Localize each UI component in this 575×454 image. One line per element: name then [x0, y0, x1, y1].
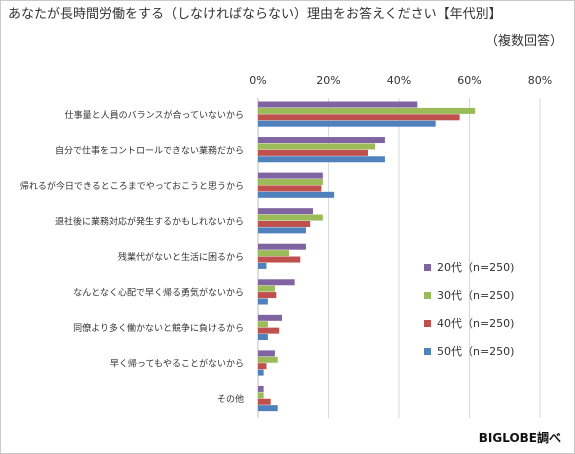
bar — [258, 208, 313, 215]
bar — [258, 101, 418, 108]
bar — [258, 327, 280, 334]
bar — [258, 314, 282, 321]
bar — [258, 292, 277, 299]
legend-swatch — [424, 264, 431, 271]
legend-label: 30代（n=250) — [437, 289, 514, 302]
bar — [258, 179, 323, 186]
category-label: その他 — [217, 393, 244, 405]
legend-swatch — [424, 292, 431, 299]
bar — [258, 334, 268, 341]
bar — [258, 137, 385, 144]
x-tick-label: 40% — [387, 74, 411, 87]
legend-label: 20代（n=250) — [437, 261, 514, 274]
bar — [258, 185, 322, 192]
bar — [258, 191, 335, 198]
category-label: 早く帰ってもやることがないから — [110, 358, 244, 370]
legend-label: 40代（n=250) — [437, 317, 514, 330]
bar — [258, 114, 460, 121]
bar — [258, 321, 268, 328]
category-label: 残業代がないと生活に困るから — [118, 251, 244, 263]
category-label: なんとなく心配で早く帰る勇気がないから — [73, 287, 244, 299]
bar — [258, 405, 278, 412]
bar — [258, 398, 271, 405]
legend-swatch — [424, 348, 431, 355]
bar — [258, 227, 306, 234]
bar — [258, 256, 301, 263]
bar — [258, 363, 267, 370]
bar — [258, 107, 476, 114]
bar — [258, 156, 385, 163]
bar — [258, 220, 311, 227]
source-credit: BIGLOBE調べ — [478, 431, 561, 445]
category-label: 仕事量と人員のバランスが合っていないから — [65, 109, 244, 121]
bar — [258, 262, 267, 269]
legend-swatch — [424, 320, 431, 327]
legend-label: 50代（n=250) — [437, 345, 514, 358]
x-tick-label: 60% — [457, 74, 481, 87]
bar — [258, 279, 295, 286]
bar — [258, 392, 264, 399]
x-tick-label: 0% — [249, 74, 266, 87]
bar — [258, 243, 306, 250]
bar — [258, 250, 290, 257]
bar — [258, 120, 436, 127]
category-label: 退社後に業務対応が発生するかもしれないから — [55, 215, 244, 227]
bar — [258, 356, 278, 363]
chart-subtitle: （複数回答） — [484, 34, 563, 49]
bar — [258, 385, 264, 392]
category-label: 帰れるが今日できるところまでやっておこうと思うから — [20, 180, 244, 192]
bar — [258, 214, 323, 221]
bar — [258, 143, 376, 150]
category-label: 同僚より多く働かないと競争に負けるから — [73, 322, 244, 334]
x-tick-label: 80% — [528, 74, 552, 87]
category-label: 自分で仕事をコントロールできない業務だから — [55, 144, 244, 156]
bar — [258, 350, 275, 357]
chart-title: あなたが長時間労働をする（しなければならない）理由をお答えください【年代別】 — [8, 7, 502, 22]
bar — [258, 298, 268, 305]
bar — [258, 285, 275, 292]
bar — [258, 172, 323, 179]
bar — [258, 369, 264, 376]
x-tick-label: 20% — [316, 74, 340, 87]
bar — [258, 149, 368, 156]
